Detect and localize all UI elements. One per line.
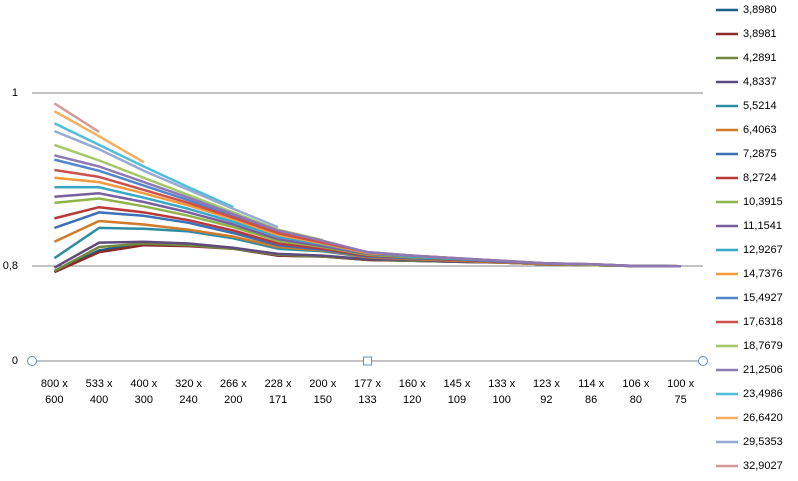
x-tick-label: 145 x 109 — [443, 378, 471, 406]
handle — [698, 356, 708, 366]
x-tick-label: 114 x 86 — [578, 378, 605, 406]
x-tick-label: 133 x 100 — [488, 378, 516, 406]
series-line — [53, 122, 234, 209]
legend-label: 21,2506 — [743, 364, 783, 376]
legend-label: 15,4927 — [743, 292, 783, 304]
legend-label: 4,8337 — [743, 76, 777, 88]
legend-label: 17,6318 — [743, 316, 783, 328]
series-line — [54, 154, 681, 268]
x-tick-label: 400 x 300 — [130, 378, 158, 406]
legend-label: 6,4063 — [743, 124, 777, 136]
legend-label: 14,7376 — [743, 268, 783, 280]
y-tick-label: 1 — [12, 87, 18, 99]
series-line — [53, 129, 279, 229]
x-tick-label: 228 x 171 — [264, 378, 292, 406]
legend-label: 10,3915 — [743, 196, 783, 208]
series-line — [54, 197, 681, 268]
x-tick-label: 200 x 150 — [309, 378, 337, 406]
series-line — [53, 110, 145, 164]
y-tick-label: 0 — [12, 355, 18, 367]
x-tick-label: 123 x 92 — [532, 378, 560, 406]
x-tick-label: 320 x 240 — [175, 378, 203, 406]
x-tick-label: 266 x 200 — [219, 378, 247, 406]
legend-label: 29,5353 — [743, 436, 783, 448]
legend-label: 3,8981 — [743, 28, 777, 40]
legend-label: 7,2875 — [743, 148, 777, 160]
legend-label: 18,7679 — [743, 340, 783, 352]
x-tick-label: 800 x 600 — [40, 378, 68, 406]
legend-label: 8,2724 — [743, 172, 777, 184]
handle — [363, 356, 372, 366]
legend-label: 12,9267 — [743, 244, 783, 256]
x-tick-label: 177 x 133 — [354, 378, 381, 406]
legend-label: 26,6420 — [743, 412, 783, 424]
handle — [27, 356, 37, 366]
x-tick-label: 533 x 400 — [85, 378, 113, 406]
x-tick-label: 106 x 80 — [622, 378, 650, 406]
legend-label: 11,1541 — [743, 220, 782, 232]
legend-label: 3,8980 — [743, 4, 777, 16]
x-tick-label: 160 x 120 — [398, 378, 426, 406]
legend-label: 5,5214 — [743, 100, 777, 112]
y-tick-label: 0,8 — [3, 260, 18, 272]
legend-label: 32,9027 — [743, 460, 783, 472]
legend-label: 23,4986 — [743, 388, 783, 400]
legend-label: 4,2891 — [743, 52, 777, 64]
x-tick-label: 100 x 75 — [667, 378, 695, 406]
series-line — [53, 102, 100, 133]
